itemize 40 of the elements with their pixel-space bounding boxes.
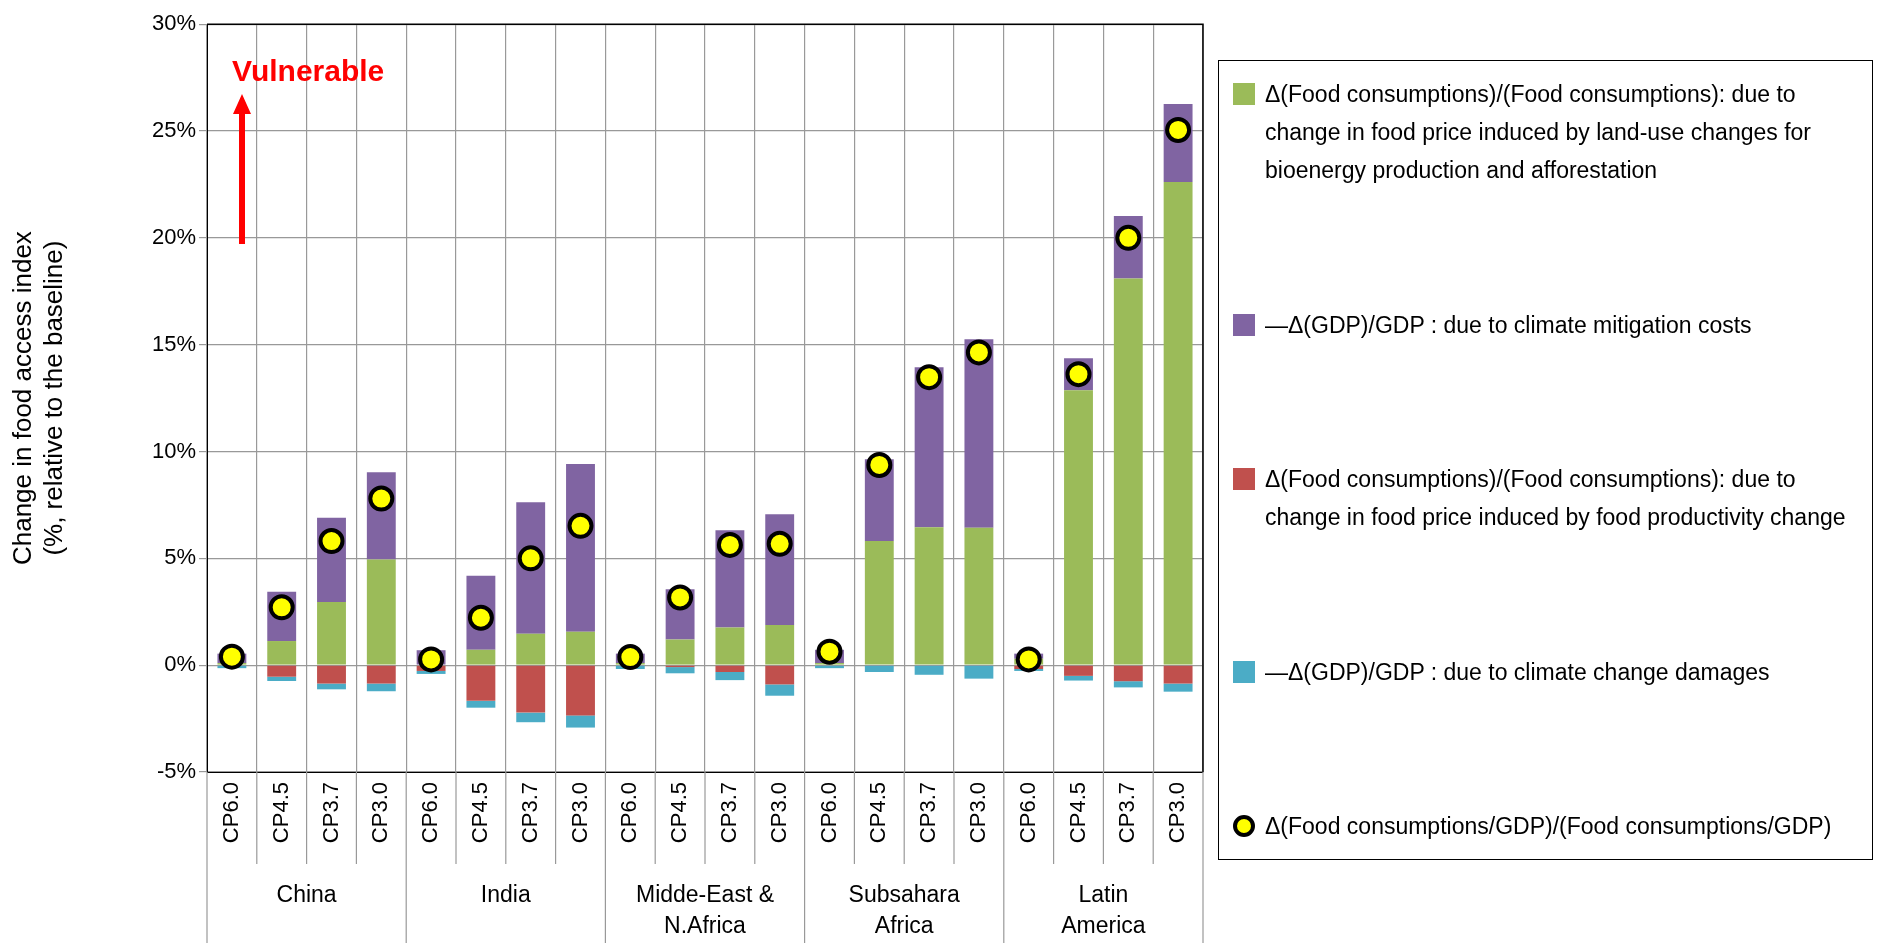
y-tick-label: 5% [164, 544, 196, 570]
x-tick-label: CP4.5 [466, 782, 492, 844]
x-tick-label: CP3.7 [715, 782, 741, 844]
x-tick-label: CP4.5 [1064, 782, 1090, 844]
y-axis-title: Change in food access index (%, relative to the baseline) [6, 231, 68, 566]
x-tick-label: CP3.0 [964, 782, 990, 844]
y-tick-label: 10% [151, 437, 196, 463]
legend-label: Δ(Food consumptions)/(Food consumptions): due to change in food price induced by land-use changes for bioenergy production and afforestation [1265, 80, 1812, 185]
legend-label: —Δ(GDP)/GDP : due to climate change damages [1265, 657, 1770, 687]
x-tick-label: CP4.5 [865, 782, 891, 844]
x-tick-label: CP3.0 [566, 782, 592, 844]
text: Subsahara Africa [848, 880, 961, 938]
text: Midde-East & N.Africa [635, 880, 775, 938]
legend-label: Δ(Food consumptions/GDP)/(Food consumptions/GDP) [1265, 812, 1832, 841]
y-tick-label: 15% [151, 330, 196, 356]
x-tick-label: CP3.0 [1164, 782, 1190, 844]
x-tick-label: CP6.0 [1014, 782, 1040, 844]
y-tick-label: 20% [151, 223, 196, 249]
x-tick-label: CP6.0 [616, 782, 642, 844]
x-tick-label: CP3.7 [1114, 782, 1140, 844]
x-tick-label: CP6.0 [815, 782, 841, 844]
x-tick-label: CP6.0 [417, 782, 443, 844]
text: China [276, 880, 337, 907]
y-tick-label: 30% [151, 10, 196, 36]
y-tick-label: 0% [164, 651, 196, 677]
x-tick-label: CP6.0 [217, 782, 243, 844]
x-tick-label: CP3.0 [367, 782, 393, 844]
text: Latin America [1061, 880, 1146, 938]
annotation: Vulnerable [232, 54, 385, 88]
legend-label: —Δ(GDP)/GDP : due to climate mitigation costs [1265, 310, 1752, 340]
y-tick-label: 25% [151, 117, 196, 143]
text: India [480, 880, 531, 907]
x-tick-label: CP3.7 [915, 782, 941, 844]
x-tick-label: CP3.0 [765, 782, 791, 844]
x-tick-label: CP3.7 [516, 782, 542, 844]
x-tick-label: CP4.5 [267, 782, 293, 844]
x-tick-label: CP4.5 [666, 782, 692, 844]
legend-label: Δ(Food consumptions)/(Food consumptions): due to change in food price induced by food productivity change [1265, 465, 1847, 532]
y-tick-label: -5% [156, 758, 196, 784]
x-tick-label: CP3.7 [317, 782, 343, 844]
